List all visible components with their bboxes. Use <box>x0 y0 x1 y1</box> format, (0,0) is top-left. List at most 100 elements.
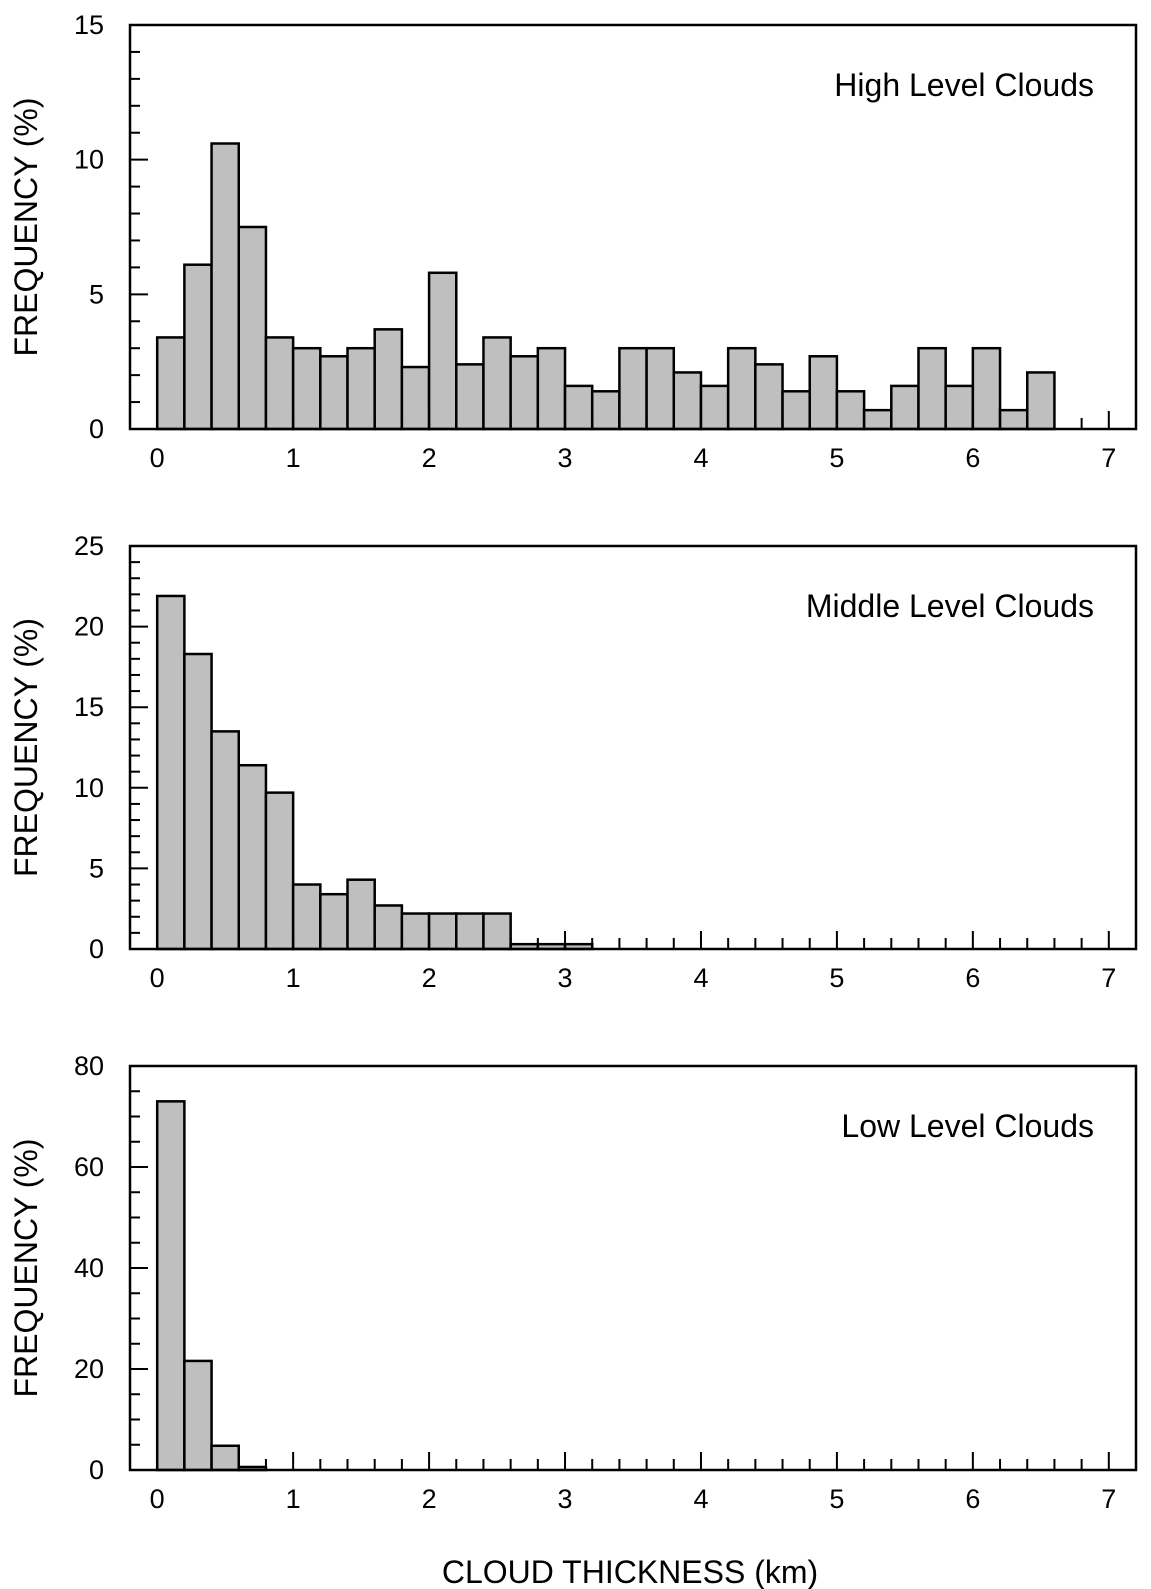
histogram-bar <box>781 390 811 431</box>
y-tick-label: 0 <box>89 934 104 964</box>
x-tick-label: 5 <box>829 1484 844 1514</box>
plot-frame <box>128 23 1138 431</box>
histogram-bar <box>754 363 784 431</box>
histogram-bar <box>427 912 458 951</box>
histogram-bar <box>482 336 512 431</box>
x-tick-label: 7 <box>1101 443 1116 473</box>
histogram-bar <box>726 346 757 431</box>
x-tick-label: 5 <box>829 963 844 993</box>
histogram-bar <box>291 883 322 951</box>
histogram-bar <box>427 271 458 431</box>
x-tick-label: 4 <box>693 963 708 993</box>
y-tick-label: 20 <box>74 1354 104 1384</box>
histogram-bar <box>998 408 1029 431</box>
x-tick-label: 3 <box>558 443 573 473</box>
histogram-bar <box>890 384 920 431</box>
histogram-bar <box>590 390 621 431</box>
histogram-bar <box>183 1359 213 1472</box>
histogram-bar <box>1025 371 1056 431</box>
x-tick-label: 2 <box>422 1484 437 1514</box>
histogram-bar <box>264 336 295 431</box>
histogram-bar <box>346 878 376 951</box>
y-axis-label: FREQUENCY (%) <box>8 618 44 877</box>
histogram-bar <box>155 594 186 951</box>
x-tick-label: 4 <box>693 443 708 473</box>
y-tick-label: 20 <box>74 612 104 642</box>
histogram-bar <box>210 142 241 431</box>
histogram-bar <box>808 355 839 431</box>
histogram-bar <box>183 652 213 951</box>
histogram-bar <box>155 1100 186 1472</box>
panel-high-level-clouds: 0 1 2 3 4 5 6 7 0 5 10 15 FREQUENCY (%) High Level Cl… <box>8 10 1138 473</box>
histogram-bar <box>455 363 485 431</box>
histogram-bar <box>373 904 404 951</box>
histogram-bar <box>672 371 703 431</box>
x-tick-label: 0 <box>150 963 165 993</box>
y-tick-label: 0 <box>89 1455 104 1485</box>
y-tick-label: 40 <box>74 1253 104 1283</box>
y-tick-label: 60 <box>74 1152 104 1182</box>
y-tick-label: 15 <box>74 10 104 40</box>
histogram-bar <box>645 346 676 431</box>
x-tick-label: 6 <box>965 443 980 473</box>
x-tick-label: 0 <box>150 443 165 473</box>
panel-title: Low Level Clouds <box>841 1108 1094 1144</box>
x-tick-label: 3 <box>558 1484 573 1514</box>
y-tick-label: 10 <box>74 773 104 803</box>
histogram-bar <box>210 730 241 951</box>
x-tick-label: 1 <box>286 1484 301 1514</box>
plot-frame <box>128 544 1138 951</box>
x-tick-label: 1 <box>286 963 301 993</box>
histogram-bar <box>455 912 485 951</box>
y-tick-label: 25 <box>74 531 104 561</box>
histogram-bar <box>237 225 268 431</box>
histogram-bar <box>237 763 268 951</box>
y-axis-label: FREQUENCY (%) <box>8 1139 44 1398</box>
histogram-bar <box>917 346 947 431</box>
x-tick-label: 0 <box>150 1484 165 1514</box>
x-tick-label: 6 <box>965 1484 980 1514</box>
histogram-bar <box>155 336 186 431</box>
histogram-bar <box>319 892 349 951</box>
x-axis-label: CLOUD THICKNESS (km) <box>442 1554 818 1589</box>
y-tick-label: 15 <box>74 692 104 722</box>
x-tick-label: 5 <box>829 443 844 473</box>
histogram-bar <box>536 346 567 431</box>
histogram-bar <box>482 912 512 951</box>
y-axis-label: FREQUENCY (%) <box>8 98 44 357</box>
x-tick-label: 3 <box>558 963 573 993</box>
histogram-bar <box>835 390 866 431</box>
x-tick-label: 7 <box>1101 1484 1116 1514</box>
y-tick-label: 5 <box>89 853 104 883</box>
y-tick-label: 5 <box>89 279 104 309</box>
histogram-bar <box>563 384 594 431</box>
histogram-bar <box>291 346 322 431</box>
histogram-bar <box>699 384 730 431</box>
histogram-bar <box>400 912 431 951</box>
histogram-bar <box>346 346 376 431</box>
histogram-bar <box>264 791 295 951</box>
panel-low-level-clouds: 0 1 2 3 4 5 6 7 0 20 40 60 80 FREQUENCY (%) Low Level … <box>8 1051 1138 1589</box>
x-tick-label: 7 <box>1101 963 1116 993</box>
x-tick-label: 6 <box>965 963 980 993</box>
histogram-bar <box>944 384 975 431</box>
panel-title: Middle Level Clouds <box>806 588 1094 624</box>
panel-middle-level-clouds: 0 1 2 3 4 5 6 7 0 5 10 15 20 25 FREQUENCY (%) Middle Le… <box>8 531 1138 993</box>
y-tick-label: 0 <box>89 414 104 444</box>
histogram-bar <box>618 346 648 431</box>
y-tick-label: 80 <box>74 1051 104 1081</box>
histogram-bar <box>183 263 213 431</box>
histogram-bar <box>373 328 404 431</box>
histogram-bar <box>210 1444 241 1472</box>
x-tick-label: 1 <box>286 443 301 473</box>
histogram-bar <box>319 355 349 431</box>
histogram-bar <box>400 365 431 431</box>
x-tick-label: 4 <box>693 1484 708 1514</box>
histogram-bar <box>971 346 1002 431</box>
x-tick-label: 2 <box>422 443 437 473</box>
x-tick-label: 2 <box>422 963 437 993</box>
y-tick-label: 10 <box>74 145 104 175</box>
histogram-bar <box>862 408 893 431</box>
histogram-bar <box>509 355 540 431</box>
